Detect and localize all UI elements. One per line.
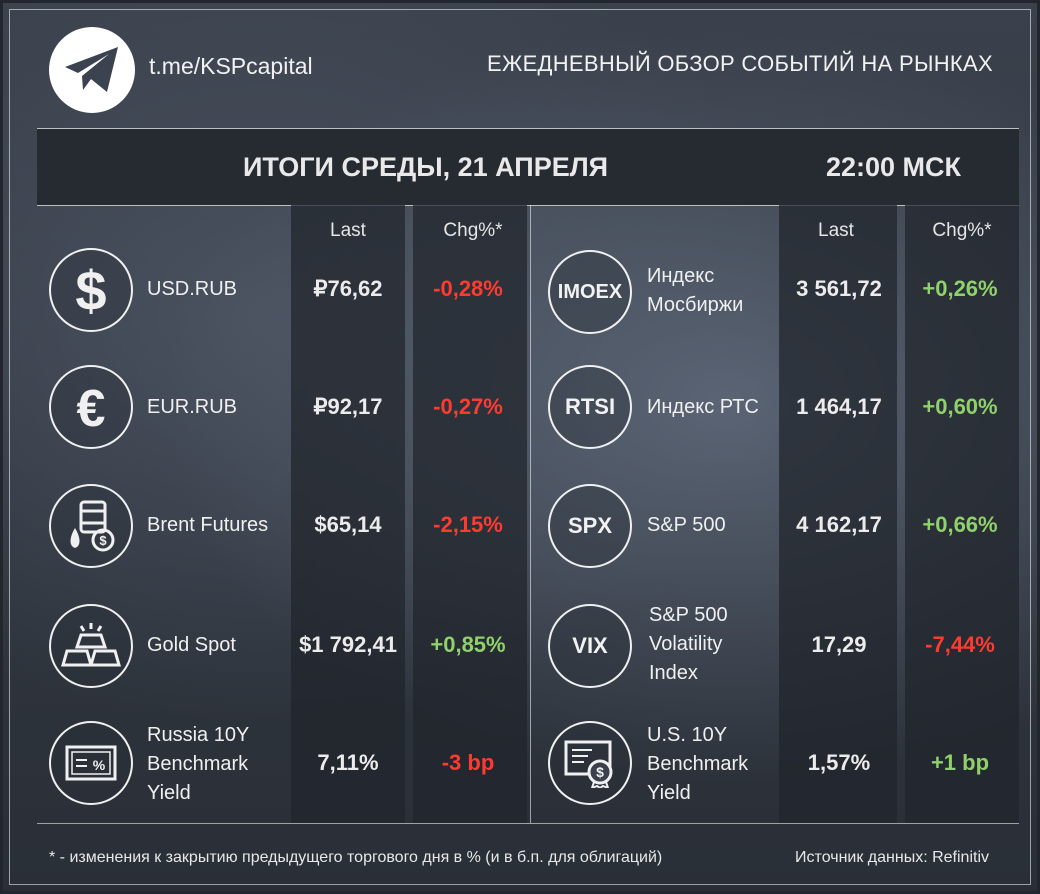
center-divider [530, 205, 531, 823]
rtsi-label: Индекс РТС [647, 396, 759, 418]
usdrub-chg: -0,28% [433, 276, 503, 301]
inner-border [9, 9, 1031, 885]
report-title: ИТОГИ СРЕДЫ, 21 АПРЕЛЯ [243, 152, 609, 182]
brent-last: $65,14 [314, 512, 382, 537]
left-chg-column-bg [413, 205, 527, 823]
usdrub-label: USD.RUB [147, 278, 238, 300]
usdrub-last: ₽76,62 [313, 276, 383, 301]
dollar-certificate-icon: $ [548, 721, 632, 805]
channel-link[interactable]: t.me/KSPcapital [149, 53, 313, 79]
us10y-label: U.S. 10Y Benchmark Yield [647, 724, 749, 804]
vix-badge: VIX [548, 604, 632, 688]
svg-text:$: $ [75, 262, 106, 318]
left-last-header: Last [330, 220, 366, 241]
us10y-last: 1,57% [807, 750, 871, 775]
right-chg-header: Chg%* [932, 220, 992, 241]
right-chg-column-bg [905, 205, 1019, 823]
vix-ticker: VIX [572, 633, 608, 658]
svg-text:$: $ [596, 764, 604, 780]
left-last-column-bg [291, 205, 405, 823]
rtsi-badge: RTSI [548, 365, 632, 449]
page-headline: ЕЖЕДНЕВНЫЙ ОБЗОР СОБЫТИЙ НА РЫНКАХ [486, 51, 993, 76]
rtsi-ticker: RTSI [564, 394, 616, 419]
rtsi-last: 1 464,17 [796, 394, 882, 419]
oil-barrel-icon: $ [49, 484, 133, 568]
rtsi-chg: +0,60% [922, 394, 998, 419]
spx-label: S&P 500 [647, 514, 726, 536]
imoex-label: Индекс Мосбиржи [647, 265, 744, 316]
us10y-chg: +1 bp [930, 750, 990, 775]
russia10y-last: 7,11% [317, 750, 379, 775]
gold-last: $1 792,41 [299, 632, 397, 657]
right-last-column-bg [779, 205, 897, 823]
spx-badge: SPX [548, 484, 632, 568]
imoex-badge: IMOEX [548, 250, 632, 334]
left-chg-header: Chg%* [443, 220, 503, 241]
eurrub-chg: -0,27% [433, 394, 503, 419]
svg-text:$: $ [99, 533, 107, 548]
spx-ticker: SPX [567, 513, 613, 538]
eurrub-last: ₽92,17 [313, 394, 383, 419]
bond-certificate-icon: % [49, 721, 133, 805]
title-bar: ИТОГИ СРЕДЫ, 21 АПРЕЛЯ 22:00 МСК [37, 128, 1019, 206]
imoex-chg: +0,26% [922, 276, 998, 301]
russia10y-chg: -3 bp [441, 750, 495, 775]
eurrub-label: EUR.RUB [147, 396, 238, 418]
russia10y-label: Russia 10Y Benchmark Yield [147, 721, 257, 808]
dollar-icon: $ [49, 248, 133, 332]
telegram-logo[interactable] [49, 27, 135, 113]
imoex-ticker: IMOEX [557, 280, 623, 303]
bottom-divider [37, 823, 1019, 824]
russia10y-label-text: Russia 10Y Benchmark Yield [147, 724, 249, 804]
brent-label: Brent Futures [147, 514, 269, 536]
brent-chg: -2,15% [433, 512, 503, 537]
gold-chg: +0,85% [430, 632, 506, 657]
vix-label: S&P 500 Volatility Index [649, 604, 728, 684]
paper-plane-icon [65, 47, 118, 92]
gold-label: Gold Spot [147, 634, 236, 656]
svg-text:€: € [77, 380, 106, 435]
report-time: 22:00 МСК [825, 152, 961, 182]
euro-icon: € [49, 365, 133, 449]
footnote: * - изменения к закрытию предыдущего тор… [49, 849, 663, 866]
spx-chg: +0,66% [922, 512, 998, 537]
right-last-header: Last [818, 220, 854, 241]
vix-last: 17,29 [811, 632, 867, 657]
svg-text:%: % [93, 757, 106, 773]
data-source: Источник данных: Refinitiv [795, 849, 989, 866]
spx-last: 4 162,17 [796, 512, 882, 537]
imoex-last: 3 561,72 [796, 276, 882, 301]
gold-bar-icon [49, 604, 133, 688]
vix-chg: -7,44% [925, 632, 995, 657]
